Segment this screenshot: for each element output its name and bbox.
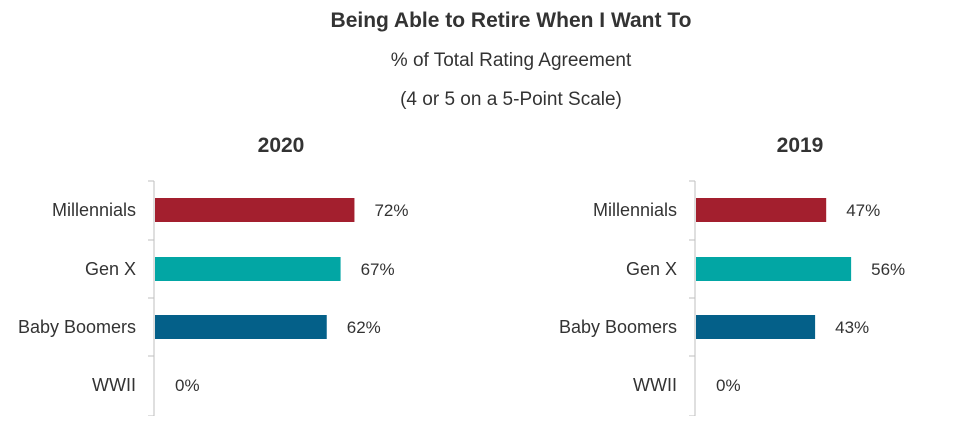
- chart-subtitle-line1: % of Total Rating Agreement: [391, 50, 632, 71]
- panel-title: 2019: [777, 134, 824, 157]
- category-label: Baby Boomers: [559, 317, 677, 337]
- data-label: 47%: [846, 201, 880, 220]
- panel-2020: 2020 Millennials 72% Gen X 67% Baby Boomers 62…: [18, 134, 408, 417]
- category-label: Millennials: [52, 200, 136, 220]
- data-label: 0%: [175, 376, 200, 395]
- panel-2019: 2019 Millennials 47% Gen X 56% Baby Boomers 43…: [559, 134, 905, 417]
- chart-subtitle-line2: (4 or 5 on a 5-Point Scale): [400, 89, 622, 110]
- chart-title: Being Able to Retire When I Want To: [331, 9, 692, 32]
- bar-gen-x: [155, 257, 341, 281]
- data-label: 72%: [374, 201, 408, 220]
- bar-baby-boomers: [696, 315, 816, 339]
- category-label: Baby Boomers: [18, 317, 136, 337]
- data-label: 62%: [347, 318, 381, 337]
- data-label: 56%: [871, 260, 905, 279]
- chart-panels: 2020 Millennials 72% Gen X 67% Baby Boomers 62…: [18, 134, 905, 417]
- bar-millennials: [696, 198, 827, 222]
- data-label: 67%: [361, 260, 395, 279]
- bar-baby-boomers: [155, 315, 327, 339]
- panel-title: 2020: [258, 134, 305, 157]
- category-label: WWII: [92, 375, 136, 395]
- data-label: 43%: [835, 318, 869, 337]
- category-label: Gen X: [626, 259, 677, 279]
- bar-gen-x: [696, 257, 852, 281]
- bar-millennials: [155, 198, 355, 222]
- category-label: Gen X: [85, 259, 136, 279]
- category-label: Millennials: [593, 200, 677, 220]
- category-label: WWII: [633, 375, 677, 395]
- data-label: 0%: [716, 376, 741, 395]
